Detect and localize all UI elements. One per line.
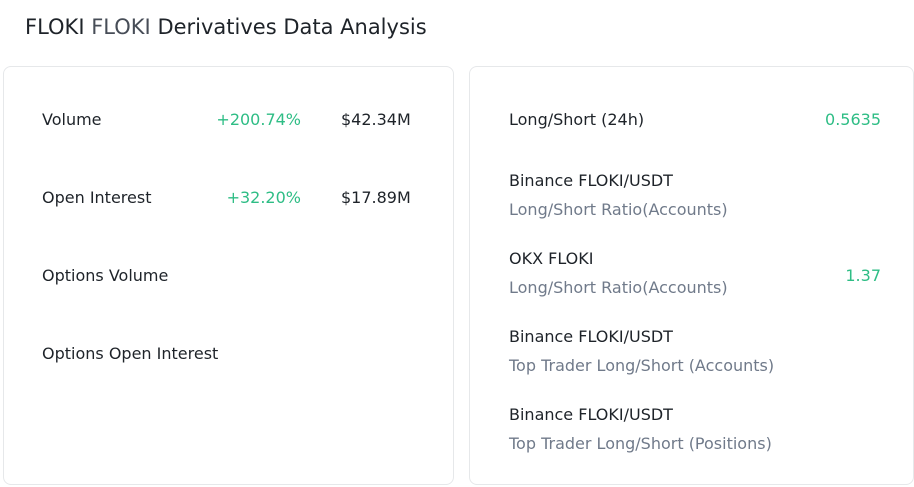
metric-label: Options Open Interest: [42, 344, 219, 363]
metric-change: +200.74%: [216, 110, 301, 129]
title-text: Derivatives Data Analysis: [157, 15, 427, 39]
ratio-label: OKX FLOKI: [509, 249, 594, 268]
metric-value: $42.34M: [341, 110, 411, 129]
ratio-label: Binance FLOKI/USDT: [509, 327, 673, 346]
long-short-panel: Long/Short (24h) 0.5635 Binance FLOKI/USDT…: [469, 66, 914, 485]
derivatives-panel: Volume +200.74% $42.34M Open Interest +32.20…: [3, 66, 454, 485]
coin-name: FLOKI: [91, 15, 151, 39]
ratio-label: Long/Short (24h): [509, 110, 645, 129]
metric-label: Open Interest: [42, 188, 152, 207]
ratio-sublabel: Long/Short Ratio(Accounts): [509, 278, 728, 297]
symbol: FLOKI: [25, 15, 85, 39]
metric-value: $17.89M: [341, 188, 411, 207]
ratio-sublabel: Top Trader Long/Short (Accounts): [509, 356, 775, 375]
metric-label: Volume: [42, 110, 102, 129]
ratio-value: 1.37: [845, 266, 881, 285]
ratio-value: 0.5635: [825, 110, 881, 129]
ratio-sublabel: Top Trader Long/Short (Positions): [509, 434, 772, 453]
page-title: FLOKI FLOKI Derivatives Data Analysis: [25, 12, 427, 42]
metric-label: Options Volume: [42, 266, 169, 285]
metric-change: +32.20%: [226, 188, 301, 207]
ratio-sublabel: Long/Short Ratio(Accounts): [509, 200, 728, 219]
ratio-label: Binance FLOKI/USDT: [509, 405, 673, 424]
ratio-label: Binance FLOKI/USDT: [509, 171, 673, 190]
